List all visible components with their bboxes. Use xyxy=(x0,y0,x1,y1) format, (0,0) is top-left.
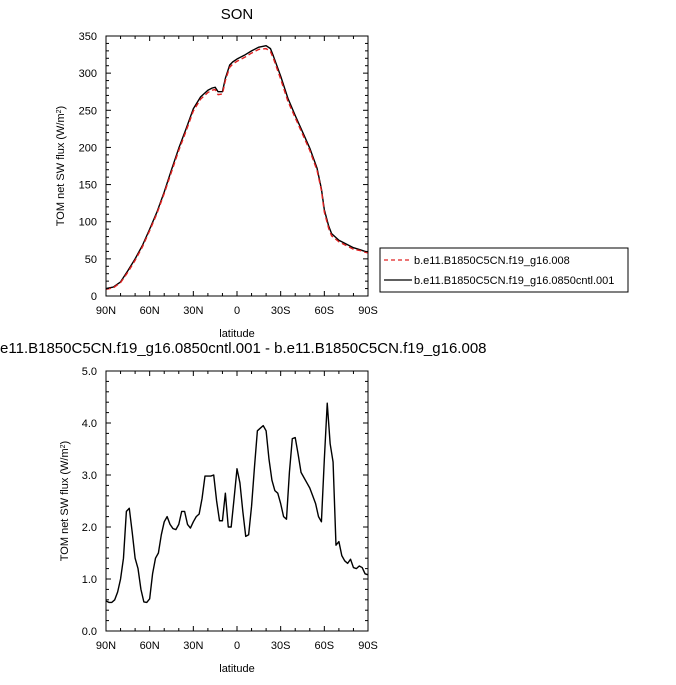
bottom-panel: b.e11.B1850C5CN.f19_g16.0850cntl.001 - b… xyxy=(0,340,486,675)
top-y-tick-label: 150 xyxy=(79,180,97,192)
top-x-tick-label: 30S xyxy=(271,305,291,317)
bottom-x-tick-label: 30S xyxy=(271,640,291,652)
top-x-axis-label: latitude xyxy=(219,328,254,340)
bottom-y-axis-label-text: TOM net SW flux (W/m xyxy=(59,448,71,561)
top-chart-title: SON xyxy=(221,6,254,23)
bottom-x-tick-label: 90S xyxy=(358,640,378,652)
bottom-plot-area xyxy=(105,402,369,604)
legend: b.e11.B1850C5CN.f19_g16.008 b.e11.B1850C… xyxy=(379,247,629,293)
bottom-y-tick-label: 0.0 xyxy=(82,626,97,638)
bottom-chart-title: b.e11.B1850C5CN.f19_g16.0850cntl.001 - b… xyxy=(0,340,486,357)
bottom-x-tick-label: 90N xyxy=(96,640,116,652)
bottom-x-tick-label: 30N xyxy=(183,640,203,652)
top-x-tick-label: 90N xyxy=(96,305,116,317)
top-y-ticks: 0 50 100 150 200 250 300 350 xyxy=(79,31,368,303)
top-y-axis-label-close: ) xyxy=(55,106,67,110)
bottom-y-tick-label: 1.0 xyxy=(82,574,97,586)
top-x-ticks: 90N 60N 30N 0 30S 60S 90S xyxy=(96,36,378,317)
bottom-series-line-1 xyxy=(105,402,369,604)
top-y-axis-label: TOM net SW flux (W/m2) xyxy=(55,106,67,226)
top-series-line-2 xyxy=(105,44,369,290)
bottom-y-tick-label: 3.0 xyxy=(82,470,97,482)
top-x-tick-label: 30N xyxy=(183,305,203,317)
top-y-tick-label: 0 xyxy=(91,291,97,303)
legend-label-series-1: b.e11.B1850C5CN.f19_g16.008 xyxy=(414,255,570,267)
bottom-y-tick-label: 2.0 xyxy=(82,522,97,534)
top-x-tick-label: 60S xyxy=(315,305,335,317)
bottom-x-tick-label: 60N xyxy=(140,640,160,652)
top-x-tick-label: 60N xyxy=(140,305,160,317)
bottom-x-tick-label: 0 xyxy=(234,640,240,652)
bottom-x-ticks: 90N 60N 30N 0 30S 60S 90S xyxy=(96,371,378,652)
top-y-axis-label-text: TOM net SW flux (W/m xyxy=(55,113,67,226)
top-y-axis-label-superscript: 2 xyxy=(56,109,63,113)
bottom-plot-frame xyxy=(105,370,369,632)
bottom-y-tick-label: 4.0 xyxy=(82,418,97,430)
top-y-tick-label: 350 xyxy=(79,31,97,43)
legend-box xyxy=(379,247,629,293)
legend-label-series-2: b.e11.B1850C5CN.f19_g16.0850cntl.001 xyxy=(414,275,614,287)
top-plot-area xyxy=(105,44,369,290)
bottom-y-axis-label: TOM net SW flux (W/m2) xyxy=(59,441,71,561)
bottom-x-tick-label: 60S xyxy=(315,640,335,652)
top-panel: SON 90N 60N 30N 0 30S 60S 90S 0 50 100 150 200 250 3… xyxy=(55,6,629,340)
top-y-tick-label: 300 xyxy=(79,68,97,80)
top-x-tick-label: 90S xyxy=(358,305,378,317)
top-series-line-1 xyxy=(105,47,369,290)
top-y-tick-label: 250 xyxy=(79,105,97,117)
top-y-tick-label: 50 xyxy=(85,254,97,266)
bottom-y-tick-label: 5.0 xyxy=(82,366,97,378)
bottom-y-axis-label-superscript: 2 xyxy=(60,444,67,448)
top-y-tick-label: 200 xyxy=(79,142,97,154)
bottom-y-axis-label-close: ) xyxy=(59,441,71,445)
bottom-x-axis-label: latitude xyxy=(219,663,254,675)
top-x-tick-label: 0 xyxy=(234,305,240,317)
top-y-tick-label: 100 xyxy=(79,217,97,229)
top-plot-frame xyxy=(105,35,369,297)
bottom-y-ticks: 0.0 1.0 2.0 3.0 4.0 5.0 xyxy=(82,366,368,638)
